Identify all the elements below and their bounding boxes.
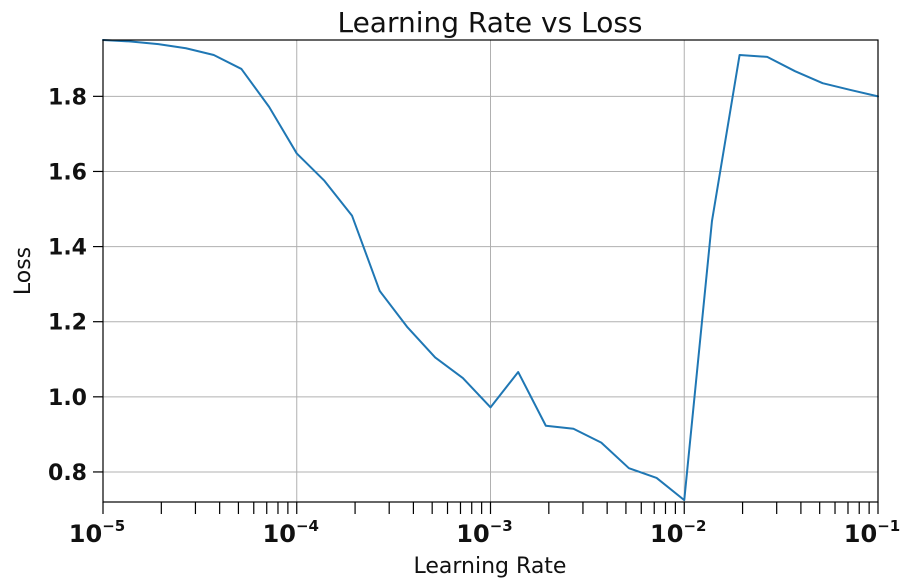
x-tick-label-3: 10−2 bbox=[650, 517, 706, 548]
y-tick-label-0: 0.8 bbox=[48, 461, 87, 486]
series-line-0 bbox=[102, 39, 879, 502]
x-tick-label-1: 10−4 bbox=[263, 517, 319, 548]
y-axis-label: Loss bbox=[11, 247, 36, 295]
y-tick-label-5: 1.8 bbox=[48, 85, 87, 110]
grid-layer bbox=[102, 40, 879, 502]
y-tick-label-3: 1.4 bbox=[48, 236, 87, 261]
x-tick-labels: 10−5 10−4 10−3 10−2 10−1 bbox=[69, 517, 900, 548]
x-tick-label-0: 10−5 bbox=[69, 517, 125, 548]
x-tick-label-2: 10−3 bbox=[456, 517, 512, 548]
x-tick-label-4: 10−1 bbox=[844, 517, 900, 548]
y-tick-labels: 0.8 1.0 1.2 1.4 1.6 1.8 bbox=[48, 85, 87, 486]
y-tick-label-2: 1.2 bbox=[48, 311, 87, 336]
series-layer bbox=[102, 39, 879, 502]
chart-title: Learning Rate vs Loss bbox=[337, 6, 642, 39]
x-axis-label: Learning Rate bbox=[414, 554, 567, 579]
ticks-layer bbox=[93, 95, 879, 514]
y-tick-label-4: 1.6 bbox=[48, 160, 87, 185]
y-tick-label-1: 1.0 bbox=[48, 386, 87, 411]
